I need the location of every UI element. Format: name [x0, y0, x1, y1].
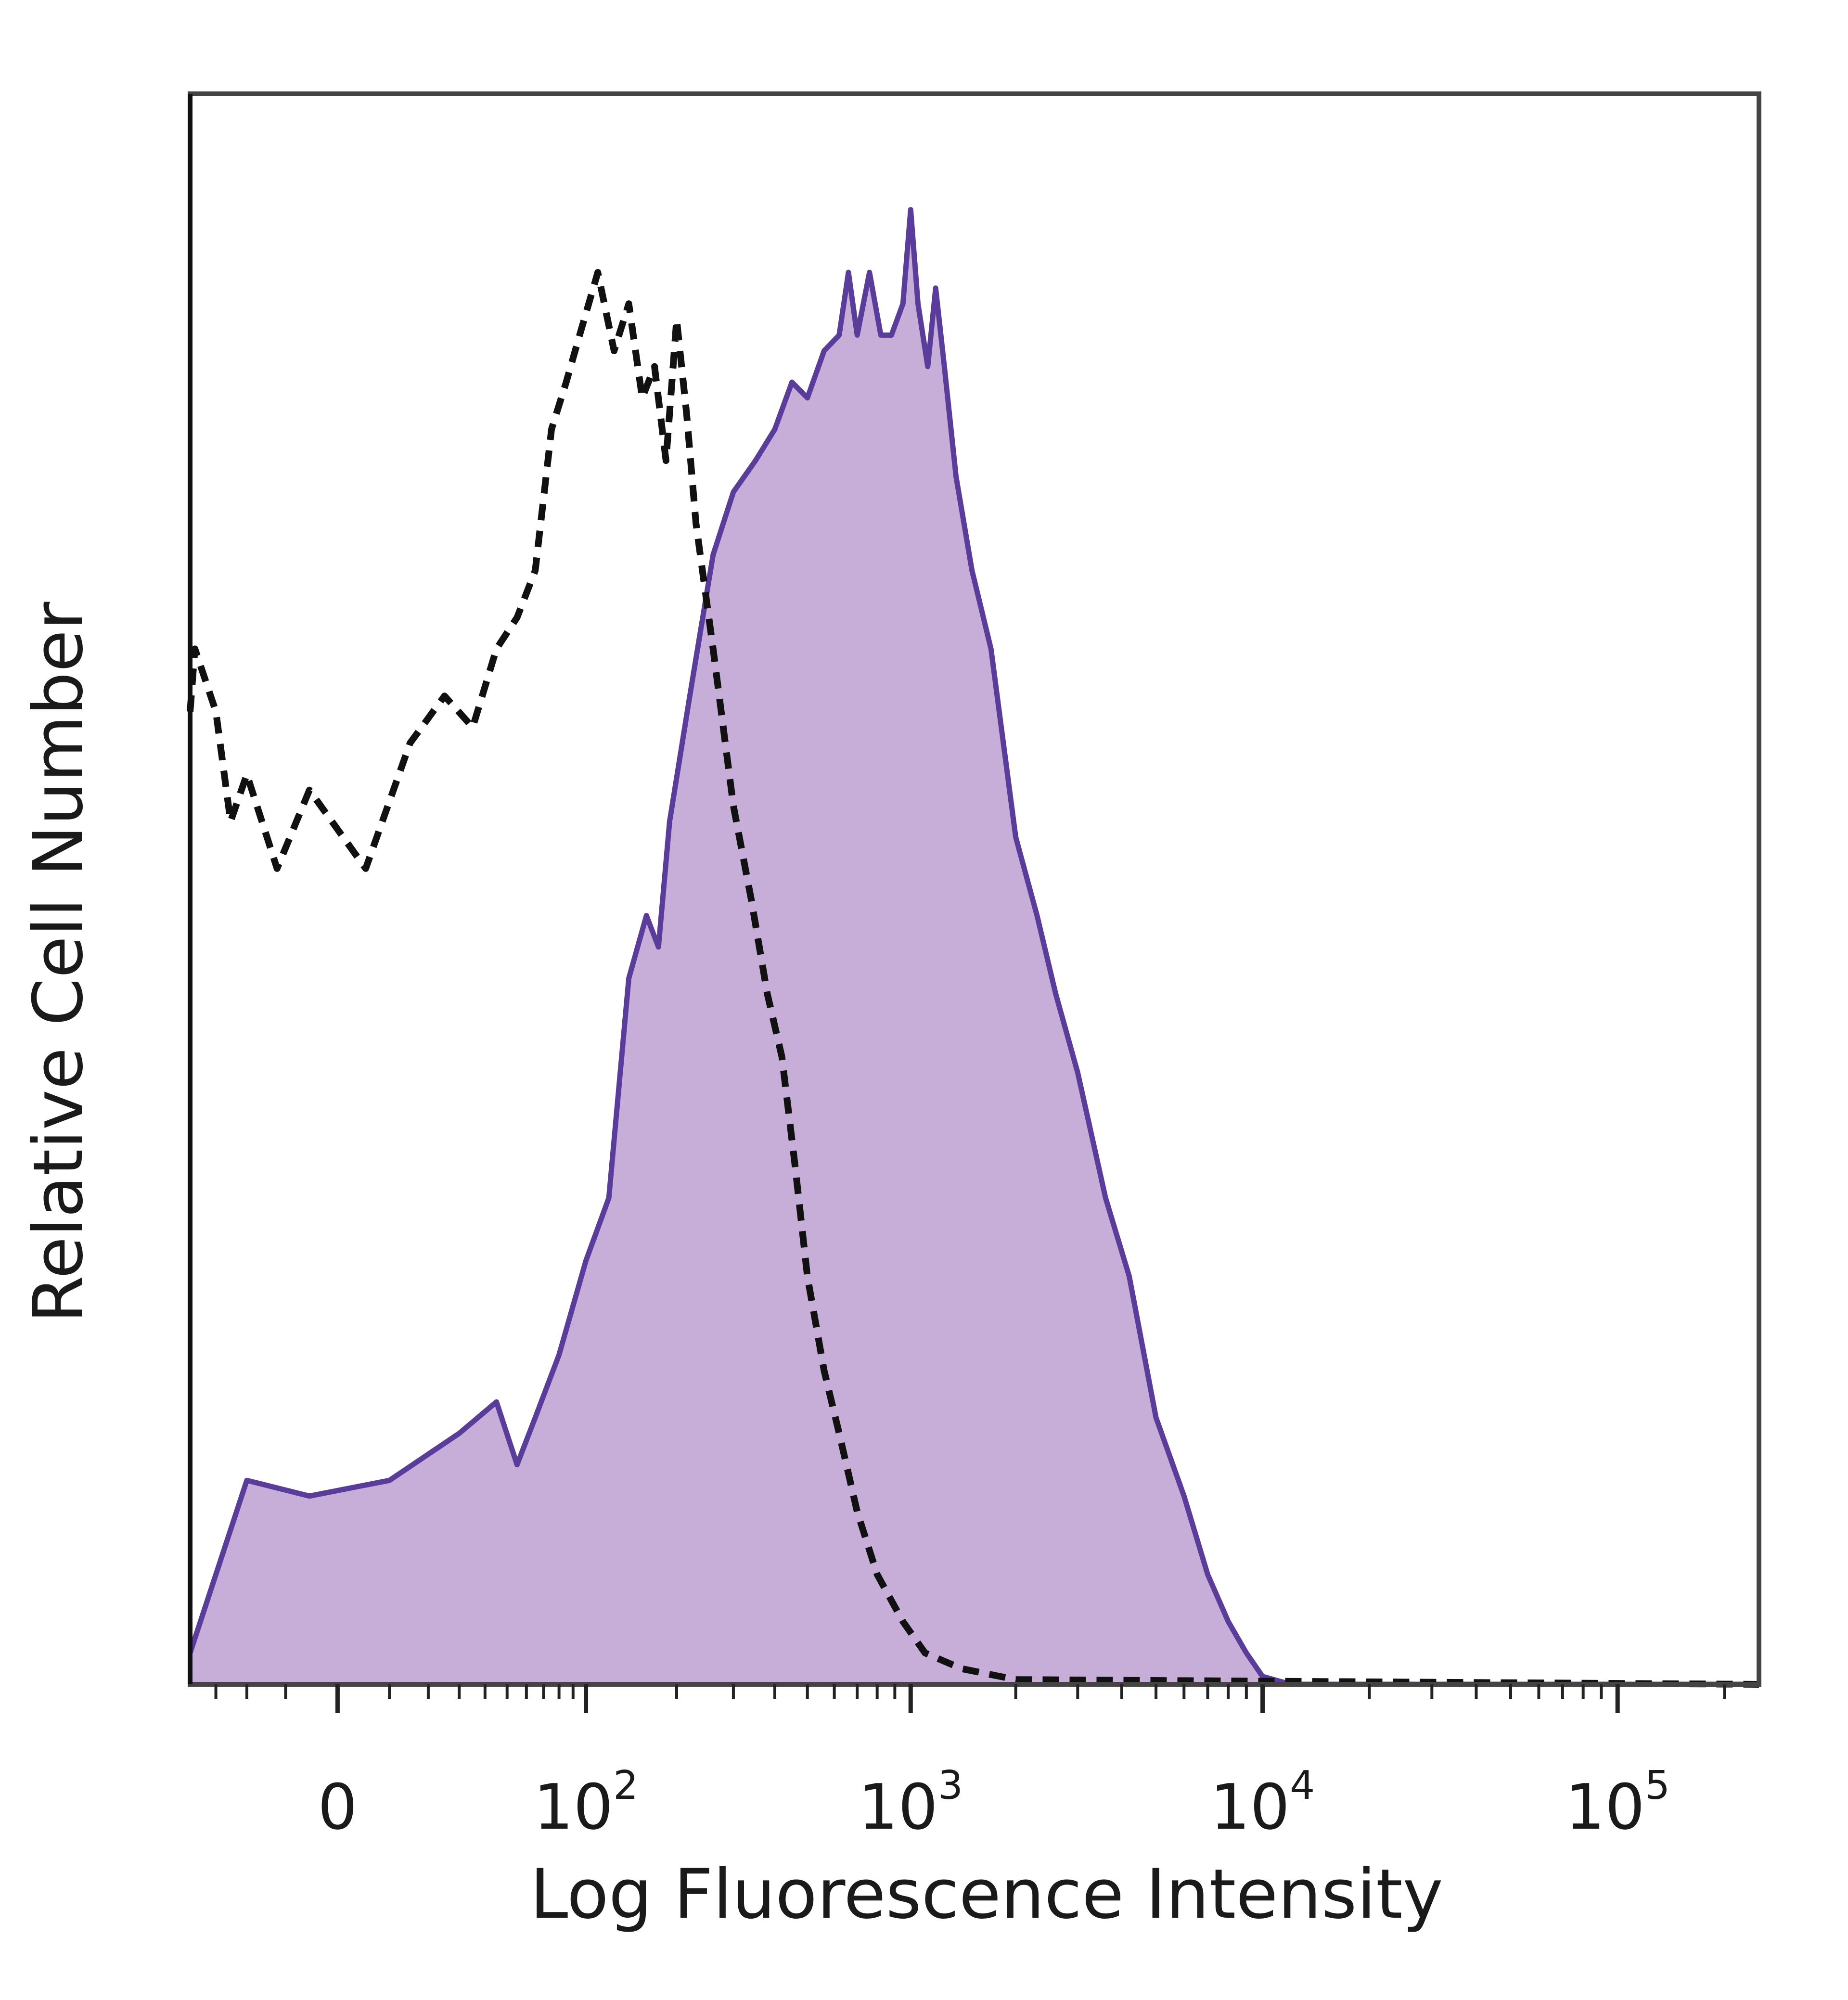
x-tick-label: 104 [1210, 1763, 1315, 1844]
x-tick-label: 102 [534, 1763, 639, 1844]
plot-area [187, 207, 1759, 1688]
x-tick-label: 0 [318, 1770, 358, 1844]
x-axis-label: Log Fluorescence Intensity [530, 1855, 1443, 1934]
y-axis-label: Relative Cell Number [19, 602, 98, 1323]
stained-histogram-fill [190, 209, 1759, 1684]
x-tick-label: 103 [858, 1763, 963, 1844]
x-axis-ticks: 0 102 103 104 105 [214, 1684, 1726, 1844]
control-histogram-dashed-line [187, 269, 1759, 1688]
x-tick-label: 105 [1565, 1763, 1670, 1844]
stained-histogram-line [187, 207, 1759, 1687]
